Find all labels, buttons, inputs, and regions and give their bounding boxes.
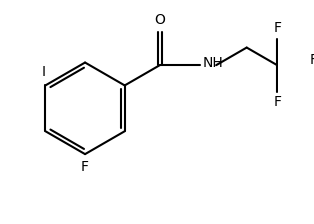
- Text: I: I: [42, 65, 46, 79]
- Text: F: F: [273, 95, 281, 109]
- Text: F: F: [273, 21, 281, 35]
- Text: F: F: [309, 53, 314, 67]
- Text: F: F: [81, 160, 89, 174]
- Text: NH: NH: [203, 56, 224, 70]
- Text: O: O: [154, 13, 165, 27]
